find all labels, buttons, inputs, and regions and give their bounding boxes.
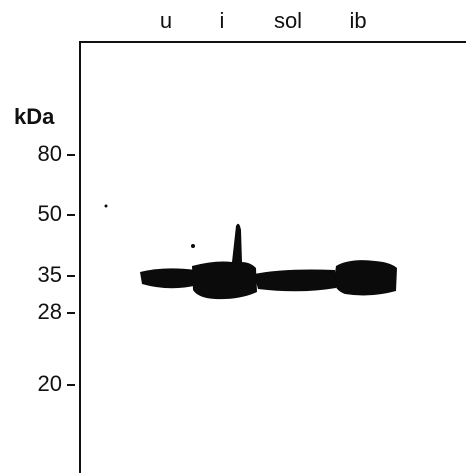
- unit-label: kDa: [14, 104, 55, 129]
- marker-label: 80: [38, 141, 62, 166]
- marker-label: 50: [38, 201, 62, 226]
- marker-label: 35: [38, 262, 62, 287]
- lane-label: sol: [274, 8, 302, 33]
- band-u: [140, 268, 198, 288]
- speck: [191, 244, 195, 248]
- lane-label: ib: [349, 8, 366, 33]
- lane-label: u: [160, 8, 172, 33]
- speck: [105, 205, 108, 208]
- marker-label: 20: [38, 371, 62, 396]
- lane-label: i: [220, 8, 225, 33]
- western-blot-figure: kDa u i sol ib 80 50 35 28 20: [0, 0, 466, 473]
- background: [0, 0, 466, 473]
- band-ib: [334, 260, 397, 295]
- band-sol: [254, 270, 336, 292]
- marker-label: 28: [38, 299, 62, 324]
